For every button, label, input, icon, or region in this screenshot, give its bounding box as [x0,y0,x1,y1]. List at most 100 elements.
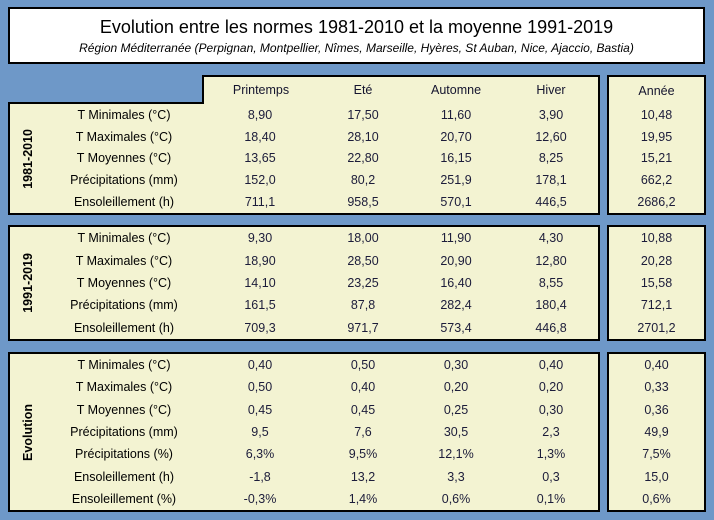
annee-value-cell: 7,5% [642,447,671,462]
table-row: T Minimales (°C) 8,90 17,50 11,60 3,90 [46,104,598,126]
section-vertical-label-cell: Evolution [10,354,46,510]
table-row: Ensoleillement (%) -0,3% 1,4% 0,6% 0,1% [46,488,598,510]
annee-value-cell: 15,58 [640,276,673,291]
section-1981-2010: 1981-2010 T Minimales (°C) 8,90 17,50 11,60… [8,102,600,215]
row-label: T Maximales (°C) [75,129,173,144]
value-cell: 0,3 [542,469,560,484]
table-row: T Minimales (°C) 0,40 0,50 0,30 0,40 [46,354,598,376]
table-row: Ensoleillement (h) 711,1 958,5 570,1 446,5 [46,191,598,213]
value-cell: 178,1 [535,173,567,188]
section-vertical-label-cell: 1981-2010 [10,104,46,213]
value-cell: 30,5 [443,424,469,439]
table-row: T Maximales (°C) 18,90 28,50 20,90 12,80 [46,249,598,271]
value-cell: 180,4 [535,298,567,313]
table-row: Précipitations (%) 6,3% 9,5% 12,1% 1,3% [46,443,598,465]
value-cell: 8,55 [538,276,564,291]
value-cell: 0,25 [443,402,469,417]
value-cell: 4,30 [538,231,564,246]
annee-value-cell: 0,33 [644,380,669,395]
value-cell: 3,3 [447,469,465,484]
row-label: Ensoleillement (h) [73,195,175,210]
annee-value-cell: 20,28 [640,253,673,268]
value-cell: 18,00 [347,231,379,246]
value-cell: 0,30 [443,358,469,373]
annee-value-cell: 0,6% [642,491,671,506]
value-cell: 0,40 [350,380,376,395]
value-cell: 282,4 [440,298,472,313]
row-label: T Maximales (°C) [75,380,173,395]
value-cell: 20,70 [440,129,472,144]
value-cell: 80,2 [350,173,376,188]
value-cell: 8,25 [538,151,564,166]
row-label: T Moyennes (°C) [76,151,172,166]
chart-title: Evolution entre les normes 1981-2010 et … [99,16,614,37]
value-cell: 9,5% [348,447,378,462]
table-row: T Minimales (°C) 9,30 18,00 11,90 4,30 [46,227,598,249]
section-rows: T Minimales (°C) 0,40 0,50 0,30 0,40 T Maxima… [46,354,598,510]
value-cell: 6,3% [245,447,275,462]
season-header-cell: Automne [430,82,482,97]
table-row: T Moyennes (°C) 0,45 0,45 0,25 0,30 [46,399,598,421]
row-label: T Maximales (°C) [75,253,173,268]
value-cell: 9,30 [247,231,273,246]
section-rows: T Minimales (°C) 9,30 18,00 11,90 4,30 T Maxi… [46,227,598,339]
season-header-cell: Eté [353,82,373,97]
value-cell: 446,8 [535,320,567,335]
annee-value-cell: 0,40 [644,358,669,373]
row-label: Ensoleillement (h) [73,320,175,335]
value-cell: 0,20 [443,380,469,395]
value-cell: 12,80 [535,253,567,268]
row-label: T Moyennes (°C) [76,276,172,291]
row-label: T Minimales (°C) [77,107,171,122]
value-cell: 13,65 [244,151,276,166]
annee-value-cell: 49,9 [644,424,669,439]
value-cell: 13,2 [350,469,376,484]
value-cell: 0,1% [536,491,566,506]
row-label: Précipitations (mm) [70,424,178,439]
table-row: T Maximales (°C) 18,40 28,10 20,70 12,60 [46,126,598,148]
table-row: Ensoleillement (h) -1,8 13,2 3,3 0,3 [46,465,598,487]
value-cell: 0,45 [350,402,376,417]
value-cell: 0,50 [350,358,376,373]
table-row: T Maximales (°C) 0,50 0,40 0,20 0,20 [46,376,598,398]
table-row: Précipitations (mm) 161,5 87,8 282,4 180,4 [46,294,598,316]
annee-value-cell: 10,88 [640,231,673,246]
row-label: T Moyennes (°C) [76,402,172,417]
annee-value-cell: 2701,2 [637,320,676,335]
section-label-evolution: Evolution [21,403,35,461]
value-cell: 8,90 [247,107,273,122]
row-label: Ensoleillement (%) [71,491,177,506]
value-cell: 14,10 [244,276,276,291]
section-label-1981-2010: 1981-2010 [21,128,35,189]
value-cell: 971,7 [347,320,379,335]
value-cell: 0,30 [538,402,564,417]
value-cell: 161,5 [244,298,276,313]
value-cell: 0,40 [538,358,564,373]
value-cell: 570,1 [440,195,472,210]
value-cell: -0,3% [243,491,277,506]
row-label: T Minimales (°C) [77,231,171,246]
value-cell: 17,50 [347,107,379,122]
value-cell: 9,5 [251,424,269,439]
value-cell: 7,6 [354,424,372,439]
table-row: T Moyennes (°C) 13,65 22,80 16,15 8,25 [46,148,598,170]
title-box: Evolution entre les normes 1981-2010 et … [8,7,705,64]
value-cell: 18,40 [244,129,276,144]
row-label: Précipitations (mm) [70,173,178,188]
row-label: Précipitations (%) [75,447,173,462]
value-cell: 251,9 [440,173,472,188]
annee-value-cell: 0,36 [644,402,669,417]
section-rows: T Minimales (°C) 8,90 17,50 11,60 3,90 T Maxi… [46,104,598,213]
value-cell: 709,3 [244,320,276,335]
value-cell: 28,50 [347,253,379,268]
value-cell: 711,1 [244,195,276,210]
section-evolution: Evolution T Minimales (°C) 0,40 0,50 0,30 0,… [8,352,600,512]
value-cell: 0,50 [247,380,273,395]
season-header-row: Printemps Eté Automne Hiver [202,75,600,104]
value-cell: -1,8 [249,469,271,484]
value-cell: 2,3 [542,424,560,439]
value-cell: 20,90 [440,253,472,268]
season-header-cell: Printemps [232,82,290,97]
annee-value-cell: 15,0 [644,469,669,484]
